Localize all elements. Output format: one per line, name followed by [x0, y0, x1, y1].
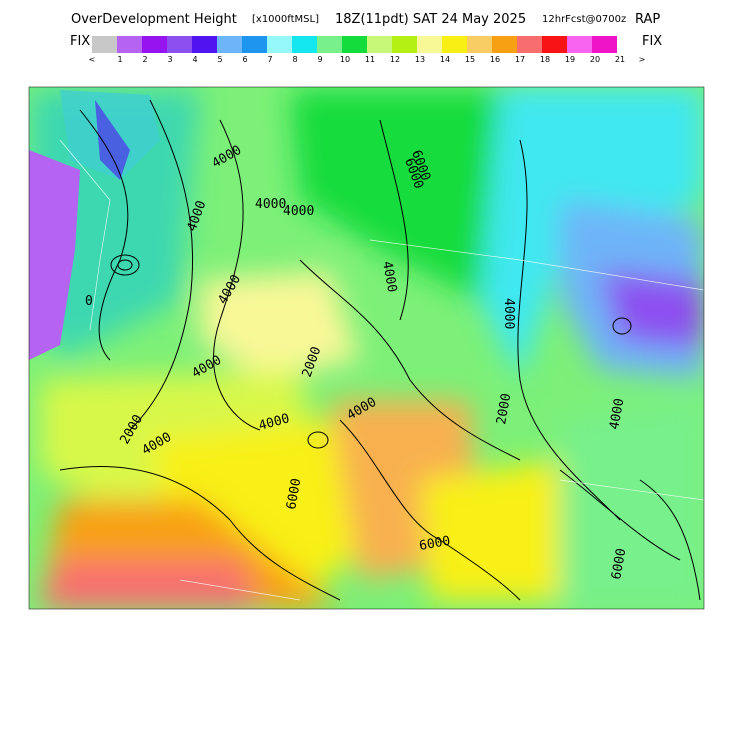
peak-shade: [95, 100, 130, 180]
contour-label: 4000: [255, 197, 286, 212]
colorbar-tick-label: 21: [615, 55, 625, 64]
colorbar-tick-label: 10: [340, 55, 350, 64]
colorbar-tick-label: 13: [415, 55, 425, 64]
colorbar-swatch: [142, 36, 167, 53]
colorbar-swatch: [342, 36, 367, 53]
colorbar-tick-label: 5: [217, 55, 222, 64]
colorbar-tick-label: 12: [390, 55, 400, 64]
shaded-field: [30, 87, 704, 609]
colorbar-tick-label: 11: [365, 55, 375, 64]
units: [x1000ftMSL]: [252, 14, 319, 25]
forecast: 12hrFcst@0700z: [542, 14, 626, 25]
colorbar-right-label: FIX: [642, 34, 662, 49]
colorbar-low-arrow: <: [89, 55, 96, 64]
colorbar-swatch: [392, 36, 417, 53]
map-frame: [28, 86, 705, 610]
colorbar-tick-label: 17: [515, 55, 525, 64]
colorbar-tick-label: 9: [317, 55, 322, 64]
colorbar-tick-label: 2: [142, 55, 147, 64]
colorbar-swatch: [92, 36, 117, 53]
colorbar-swatch: [242, 36, 267, 53]
contour-label: 0: [85, 294, 93, 309]
contour-label: 6000: [284, 477, 304, 510]
offshore-shade: [29, 150, 80, 360]
title: OverDevelopment Height: [71, 12, 237, 27]
colorbar-tick-label: 7: [267, 55, 272, 64]
contour-labels: 4000400040006000400020004000400020004000…: [85, 143, 629, 581]
colorbar-tick-label: 1: [117, 55, 122, 64]
colorbar: 1 2 3 4 5 6 7 8 9 10 11 12 13 14 15 16 17 18 19 20 21: [92, 36, 625, 64]
colorbar-tick-label: 8: [292, 55, 297, 64]
valid-time: 18Z(11pdt) SAT 24 May 2025: [335, 12, 526, 27]
colorbar-high-arrow: >: [639, 55, 646, 64]
colorbar-tick-label: 4: [192, 55, 197, 64]
colorbar-swatch: [417, 36, 442, 53]
colorbar-swatch: [592, 36, 617, 53]
colorbar-swatch: [542, 36, 567, 53]
colorbar-swatch: [492, 36, 517, 53]
colorbar-swatch: [217, 36, 242, 53]
colorbar-swatch: [192, 36, 217, 53]
colorbar-swatch: [567, 36, 592, 53]
colorbar-swatch: [167, 36, 192, 53]
colorbar-tick-label: 16: [490, 55, 500, 64]
contour-label: 4000: [607, 397, 627, 430]
contour-label: 4000: [379, 260, 399, 293]
contour-label: 4000: [501, 298, 516, 329]
contour-label: 6000: [609, 547, 629, 580]
contours: [59, 99, 701, 601]
colorbar-swatch: [292, 36, 317, 53]
boundaries: [59, 139, 704, 601]
colorbar-swatch: [117, 36, 142, 53]
contour-label: 2000: [494, 392, 514, 425]
colorbar-tick-label: 19: [565, 55, 575, 64]
colorbar-swatch: [367, 36, 392, 53]
map: 4000400040006000400020004000400020004000…: [29, 87, 704, 609]
colorbar-tick-label: 6: [242, 55, 247, 64]
colorbar-tick-label: 20: [590, 55, 600, 64]
model: RAP: [635, 12, 660, 27]
colorbar-tick-label: 15: [465, 55, 475, 64]
contour-label: 6000: [418, 534, 451, 554]
colorbar-tick-label: 3: [167, 55, 172, 64]
colorbar-left-label: FIX: [70, 34, 90, 49]
contour-label: 4000: [283, 204, 314, 219]
colorbar-swatch: [467, 36, 492, 53]
colorbar-swatch: [517, 36, 542, 53]
colorbar-tick-label: 14: [440, 55, 450, 64]
colorbar-tick-label: 18: [540, 55, 550, 64]
colorbar-swatch: [267, 36, 292, 53]
colorbar-swatch: [442, 36, 467, 53]
colorbar-swatch: [317, 36, 342, 53]
